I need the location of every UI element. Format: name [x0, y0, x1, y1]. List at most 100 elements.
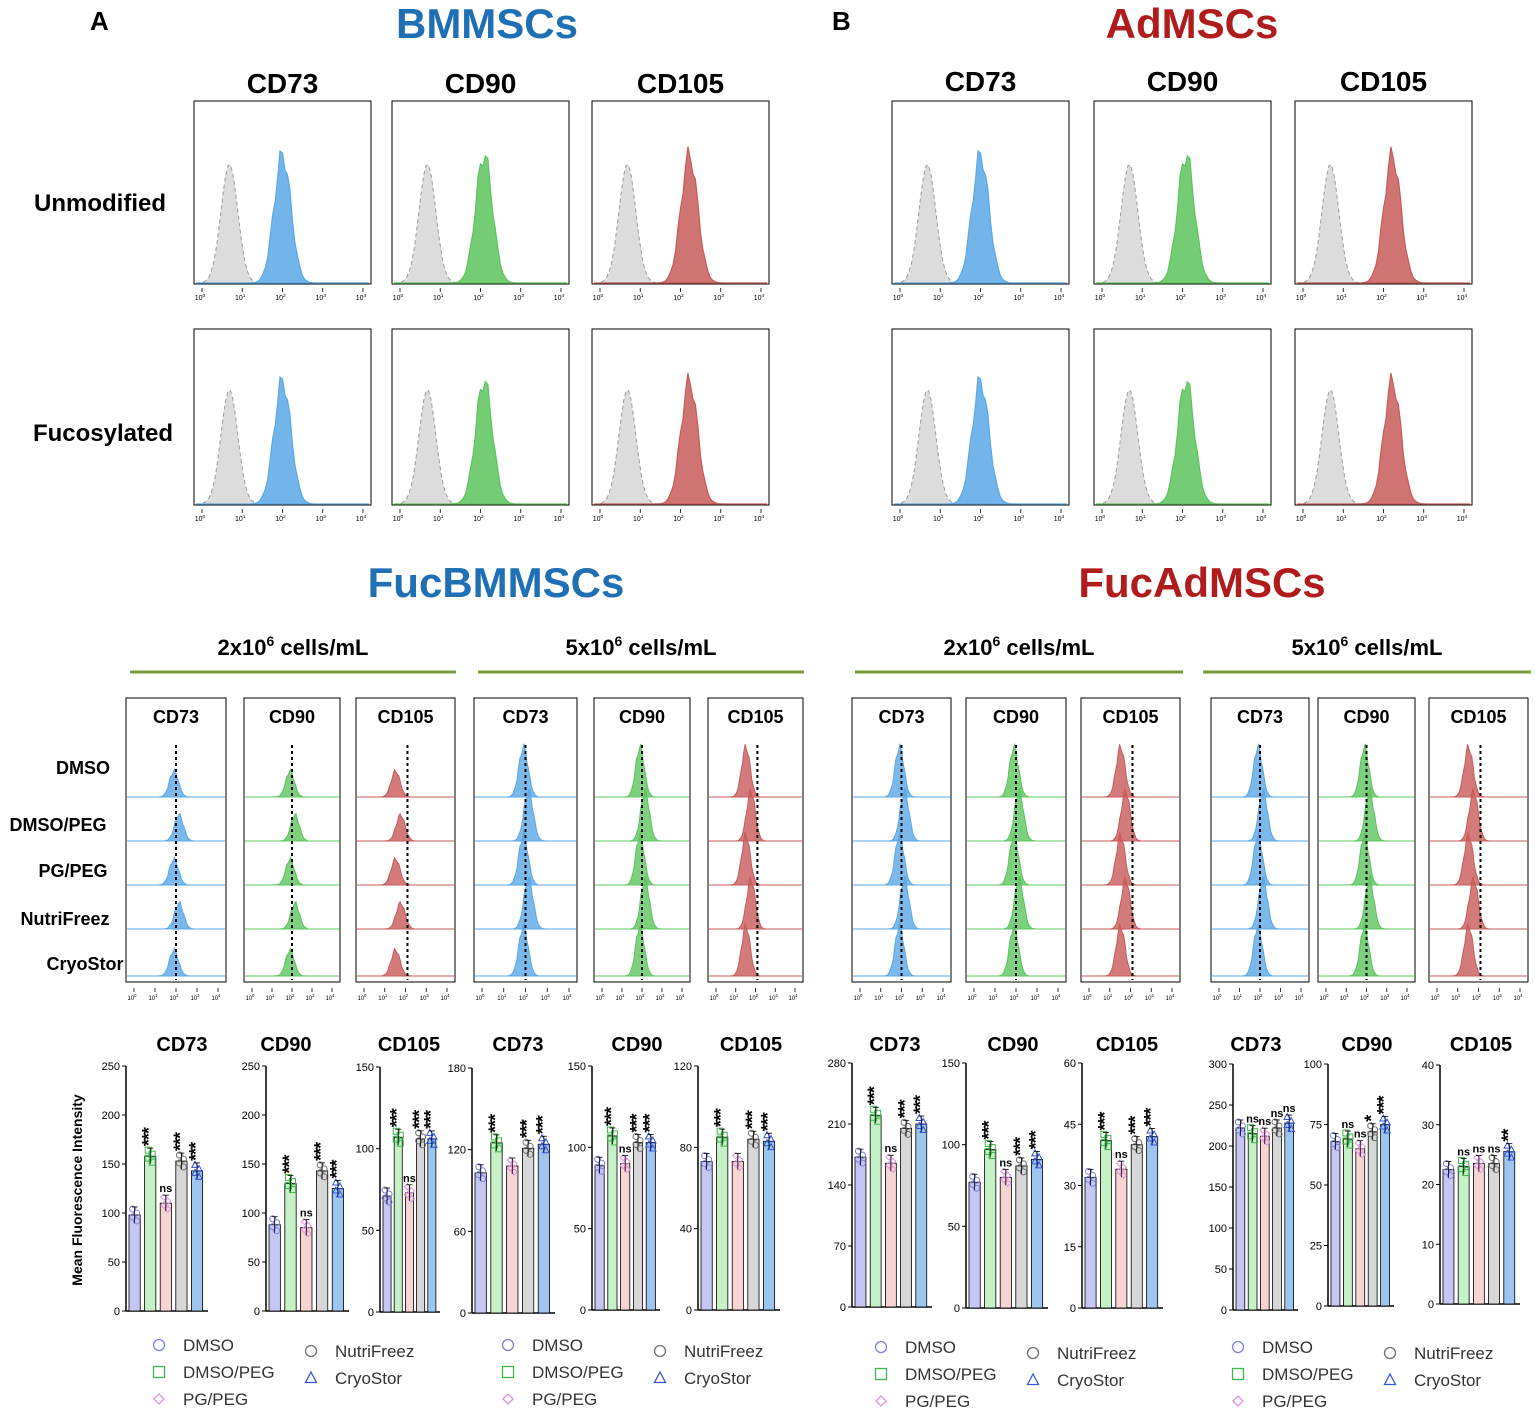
overlay-marker-label: CD105 — [727, 707, 783, 727]
data-point — [475, 1171, 483, 1179]
significance-label: *** — [742, 1110, 762, 1129]
log-tick-label: 100 — [593, 293, 604, 302]
overlay-peak — [710, 788, 801, 842]
bar-dmso — [700, 1161, 713, 1311]
y-tick-label: 80 — [680, 1142, 692, 1154]
data-point — [541, 1145, 550, 1154]
data-point — [1089, 1179, 1097, 1187]
log-tick-label: 100 — [393, 293, 404, 302]
data-point — [1379, 1113, 1388, 1122]
data-point — [284, 1174, 292, 1182]
log-tick-label: 100 — [1296, 293, 1307, 302]
bar-dmso-peg — [1343, 1138, 1353, 1307]
significance-label: *** — [485, 1114, 505, 1133]
data-point — [1100, 1139, 1108, 1147]
log-tick-label: 104 — [1513, 993, 1523, 1002]
overlay-peak — [476, 831, 575, 886]
data-point — [1085, 1175, 1093, 1183]
log-tick-label: 104 — [1256, 514, 1267, 523]
data-point — [705, 1156, 713, 1164]
significance-label: ns — [1354, 1129, 1367, 1141]
data-point — [705, 1164, 713, 1172]
significance-label: *** — [758, 1112, 778, 1131]
bar-dmso — [968, 1181, 981, 1309]
panel-a-letter: A — [90, 6, 109, 36]
significance-label: *** — [711, 1108, 731, 1127]
bar-nutrifreez — [633, 1142, 644, 1311]
log-tick-label: 104 — [211, 993, 221, 1002]
data-point — [144, 1146, 152, 1154]
data-point — [1019, 1160, 1027, 1168]
log-tick-label: 104 — [1294, 993, 1304, 1002]
y-tick-label: 50 — [248, 1257, 260, 1269]
overlay-panel — [243, 697, 341, 983]
bar-pg-peg — [1473, 1163, 1485, 1305]
data-point — [385, 1190, 393, 1198]
legend-label: CryoStor — [684, 1369, 751, 1388]
significance-label: *** — [533, 1115, 553, 1134]
data-point — [874, 1117, 882, 1125]
data-point — [419, 1141, 427, 1149]
overlay-peak — [710, 923, 801, 977]
bar-dmso — [382, 1195, 392, 1313]
legend-symbol — [304, 1344, 318, 1358]
significance-label: *** — [517, 1119, 537, 1138]
data-point — [490, 1133, 498, 1141]
log-tick-label: 100 — [593, 514, 604, 523]
data-point — [720, 1139, 728, 1147]
legend-label: DMSO — [183, 1336, 234, 1355]
data-point — [1015, 1156, 1023, 1164]
marker-peak — [1096, 154, 1269, 284]
data-point — [720, 1131, 728, 1139]
data-point — [175, 1151, 183, 1159]
data-point — [610, 1138, 618, 1146]
data-point — [1342, 1129, 1350, 1137]
overlay-peak — [1213, 831, 1307, 886]
data-point — [969, 1180, 977, 1188]
overlay-peak — [1431, 786, 1526, 842]
y-tick-label: 0 — [1221, 1305, 1227, 1317]
data-point — [1238, 1122, 1246, 1130]
log-tick-label: 100 — [1430, 993, 1440, 1002]
significance-label: *** — [865, 1086, 885, 1105]
data-point — [190, 1160, 200, 1168]
legend-symbol — [304, 1370, 318, 1384]
overlay-peak — [1083, 874, 1178, 930]
lower-a-title: FucBMMSCs — [368, 559, 625, 606]
log-tick-label: 100 — [1319, 993, 1329, 1002]
significance-label: *** — [1126, 1116, 1146, 1135]
marker-header-cd105: CD105 — [1340, 66, 1427, 97]
data-point — [1503, 1149, 1512, 1157]
bar-nutrifreez — [416, 1138, 426, 1313]
data-point — [1019, 1168, 1027, 1176]
bar-nutrifreez — [175, 1160, 188, 1312]
data-point — [269, 1215, 277, 1223]
legend-symbol — [653, 1344, 667, 1358]
y-tick-label: 150 — [356, 1062, 374, 1074]
data-point — [751, 1141, 759, 1149]
panel-a-title: BMMSCs — [396, 0, 578, 47]
log-tick-label: 103 — [420, 993, 430, 1002]
log-tick-label: 100 — [1296, 514, 1307, 523]
y-tick-label: 150 — [1209, 1182, 1227, 1194]
significance-label: ns — [884, 1143, 897, 1155]
data-point — [598, 1167, 606, 1175]
data-point — [1446, 1172, 1454, 1180]
chart-title: CD105 — [1096, 1034, 1158, 1056]
bar-dmso — [474, 1172, 487, 1314]
log-tick-label: 102 — [895, 993, 905, 1002]
log-tick-label: 101 — [1451, 993, 1461, 1002]
legend-label: PG/PEG — [183, 1390, 248, 1409]
marker-peak — [894, 149, 1067, 284]
y-tick-label: 200 — [1209, 1141, 1227, 1153]
data-point — [648, 1135, 657, 1144]
y-tick-label: 0 — [580, 1305, 586, 1317]
data-point — [284, 1182, 292, 1190]
significance-label: *** — [627, 1113, 647, 1132]
bar-pg-peg — [885, 1162, 897, 1308]
overlay-histogram-panels: CD73 100 101 102 103 104 CD90 100 101 102 103 104 CD… — [125, 697, 1529, 1002]
y-tick-label: 100 — [102, 1208, 120, 1220]
